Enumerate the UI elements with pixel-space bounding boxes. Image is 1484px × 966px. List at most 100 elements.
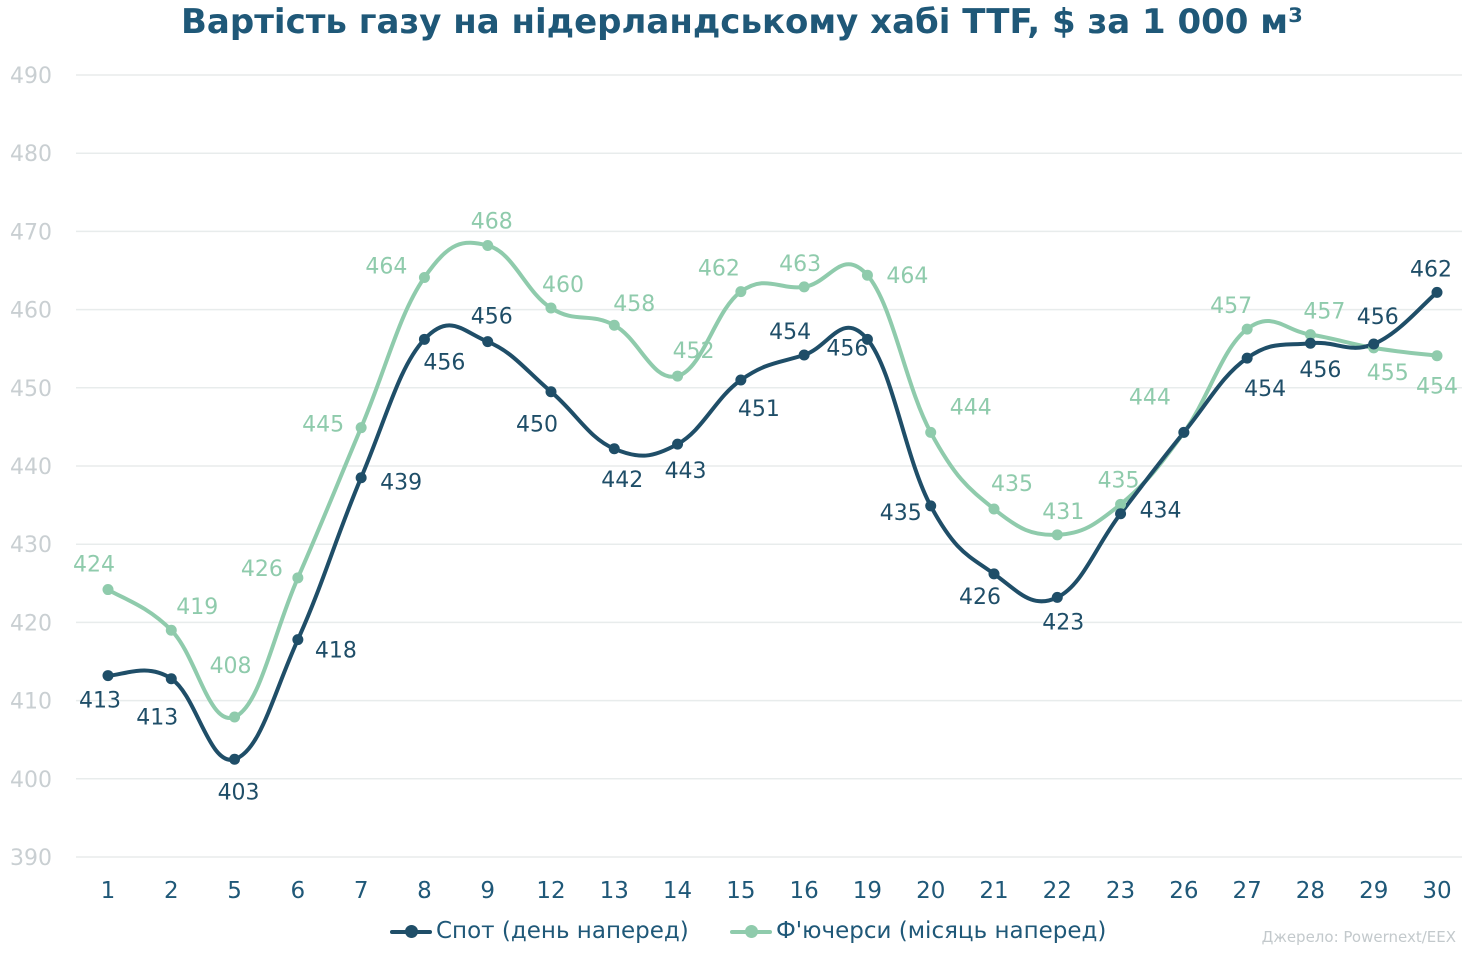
futures-data-label: 444 bbox=[950, 395, 992, 420]
futures-data-point bbox=[798, 281, 810, 293]
spot-data-point bbox=[165, 673, 177, 685]
futures-data-label: 457 bbox=[1303, 300, 1345, 325]
futures-data-point bbox=[292, 572, 304, 584]
x-tick-label: 6 bbox=[291, 878, 306, 904]
x-tick-label: 29 bbox=[1359, 878, 1388, 904]
spot-data-point bbox=[229, 753, 241, 765]
spot-data-point bbox=[1241, 352, 1253, 364]
futures-data-label: 464 bbox=[365, 255, 407, 280]
futures-data-point bbox=[102, 584, 114, 596]
x-tick-label: 22 bbox=[1043, 878, 1072, 904]
spot-data-point bbox=[1368, 338, 1380, 350]
x-tick-label: 27 bbox=[1233, 878, 1262, 904]
spot-data-point bbox=[482, 336, 494, 348]
futures-data-label: 426 bbox=[241, 557, 283, 582]
spot-data-label: 434 bbox=[1140, 499, 1182, 524]
legend: Спот (день наперед) Ф'ючерси (місяць нап… bbox=[0, 918, 1484, 958]
spot-data-point bbox=[1115, 508, 1127, 520]
futures-data-point bbox=[1304, 329, 1316, 341]
y-tick-label: 480 bbox=[10, 142, 52, 167]
gridlines bbox=[76, 74, 1462, 858]
futures-data-point bbox=[735, 286, 747, 298]
futures-data-label: 463 bbox=[779, 252, 821, 277]
spot-series-line bbox=[106, 290, 1439, 762]
futures-data-point bbox=[1115, 498, 1127, 510]
spot-data-label: 413 bbox=[136, 706, 178, 731]
y-tick-label: 420 bbox=[10, 611, 52, 636]
futures-data-label: 408 bbox=[210, 654, 252, 679]
legend-swatch-futures bbox=[730, 921, 772, 941]
x-tick-label: 30 bbox=[1422, 878, 1451, 904]
futures-data-point bbox=[608, 319, 620, 331]
futures-data-point bbox=[925, 426, 937, 438]
futures-data-label: 460 bbox=[542, 273, 584, 298]
futures-data-label: 454 bbox=[1416, 375, 1458, 400]
futures-data-point bbox=[418, 272, 430, 284]
futures-data-point bbox=[1051, 529, 1063, 541]
spot-data-point bbox=[988, 568, 1000, 580]
series-points bbox=[102, 239, 1443, 765]
legend-swatch-spot bbox=[390, 921, 432, 941]
y-tick-label: 460 bbox=[10, 299, 52, 324]
spot-data-label: 451 bbox=[738, 397, 780, 422]
spot-data-label: 456 bbox=[1299, 358, 1341, 383]
spot-data-point bbox=[102, 670, 114, 682]
futures-data-point bbox=[355, 422, 367, 434]
y-tick-label: 430 bbox=[10, 533, 52, 558]
spot-data-label: 442 bbox=[601, 468, 643, 493]
spot-data-label: 423 bbox=[1042, 610, 1084, 635]
spot-data-label: 418 bbox=[315, 639, 357, 664]
futures-data-label: 462 bbox=[698, 257, 740, 282]
y-tick-label: 400 bbox=[10, 768, 52, 793]
x-tick-label: 21 bbox=[979, 878, 1008, 904]
y-tick-label: 390 bbox=[10, 846, 52, 871]
chart-title: Вартість газу на нідерландському хабі TT… bbox=[181, 2, 1303, 42]
futures-data-label: 424 bbox=[73, 553, 115, 578]
source-note: Джерело: Powernext/EEX bbox=[1261, 928, 1456, 946]
spot-data-point bbox=[292, 634, 304, 646]
futures-data-point bbox=[861, 269, 873, 281]
x-tick-label: 20 bbox=[916, 878, 945, 904]
x-tick-label: 16 bbox=[790, 878, 819, 904]
x-tick-label: 1 bbox=[101, 878, 116, 904]
y-tick-label: 490 bbox=[10, 64, 52, 89]
x-tick-label: 15 bbox=[726, 878, 755, 904]
futures-data-label: 468 bbox=[471, 209, 513, 234]
spot-data-label: 456 bbox=[423, 350, 465, 375]
x-axis-ticks: 1 2 5 6 7 8 9 12 13 14 15 16 19 20 21 22 23 26 27 28 29 30 bbox=[101, 878, 1452, 904]
spot-data-label: 456 bbox=[471, 305, 513, 330]
x-tick-label: 2 bbox=[164, 878, 179, 904]
spot-data-point bbox=[1304, 337, 1316, 349]
spot-data-label: 403 bbox=[218, 780, 260, 805]
spot-data-point bbox=[672, 438, 684, 450]
spot-data-point bbox=[735, 374, 747, 386]
spot-data-label: 456 bbox=[826, 336, 868, 361]
spot-data-point bbox=[925, 500, 937, 512]
x-tick-label: 9 bbox=[480, 878, 495, 904]
futures-data-label: 435 bbox=[991, 472, 1033, 497]
x-tick-label: 23 bbox=[1106, 878, 1135, 904]
spot-data-label: 426 bbox=[959, 585, 1001, 610]
spot-data-point bbox=[861, 333, 873, 345]
spot-data-label: 456 bbox=[1357, 305, 1399, 330]
spot-data-label: 454 bbox=[769, 320, 811, 345]
futures-data-point bbox=[1241, 323, 1253, 335]
spot-data-label: 435 bbox=[880, 501, 922, 526]
futures-data-point bbox=[988, 503, 1000, 515]
y-tick-label: 410 bbox=[10, 690, 52, 715]
legend-item-spot: Спот (день наперед) bbox=[390, 918, 689, 944]
spot-data-label: 443 bbox=[665, 459, 707, 484]
spot-data-point bbox=[608, 443, 620, 455]
futures-data-point bbox=[545, 302, 557, 314]
futures-data-point bbox=[672, 370, 684, 382]
y-tick-label: 470 bbox=[10, 220, 52, 245]
spot-data-label: 450 bbox=[516, 413, 558, 438]
futures-data-label: 444 bbox=[1129, 385, 1171, 410]
spot-data-point bbox=[355, 472, 367, 484]
futures-data-label: 464 bbox=[886, 264, 928, 289]
y-tick-label: 450 bbox=[10, 377, 52, 402]
spot-data-point bbox=[1178, 426, 1190, 438]
futures-data-label: 455 bbox=[1367, 361, 1409, 386]
